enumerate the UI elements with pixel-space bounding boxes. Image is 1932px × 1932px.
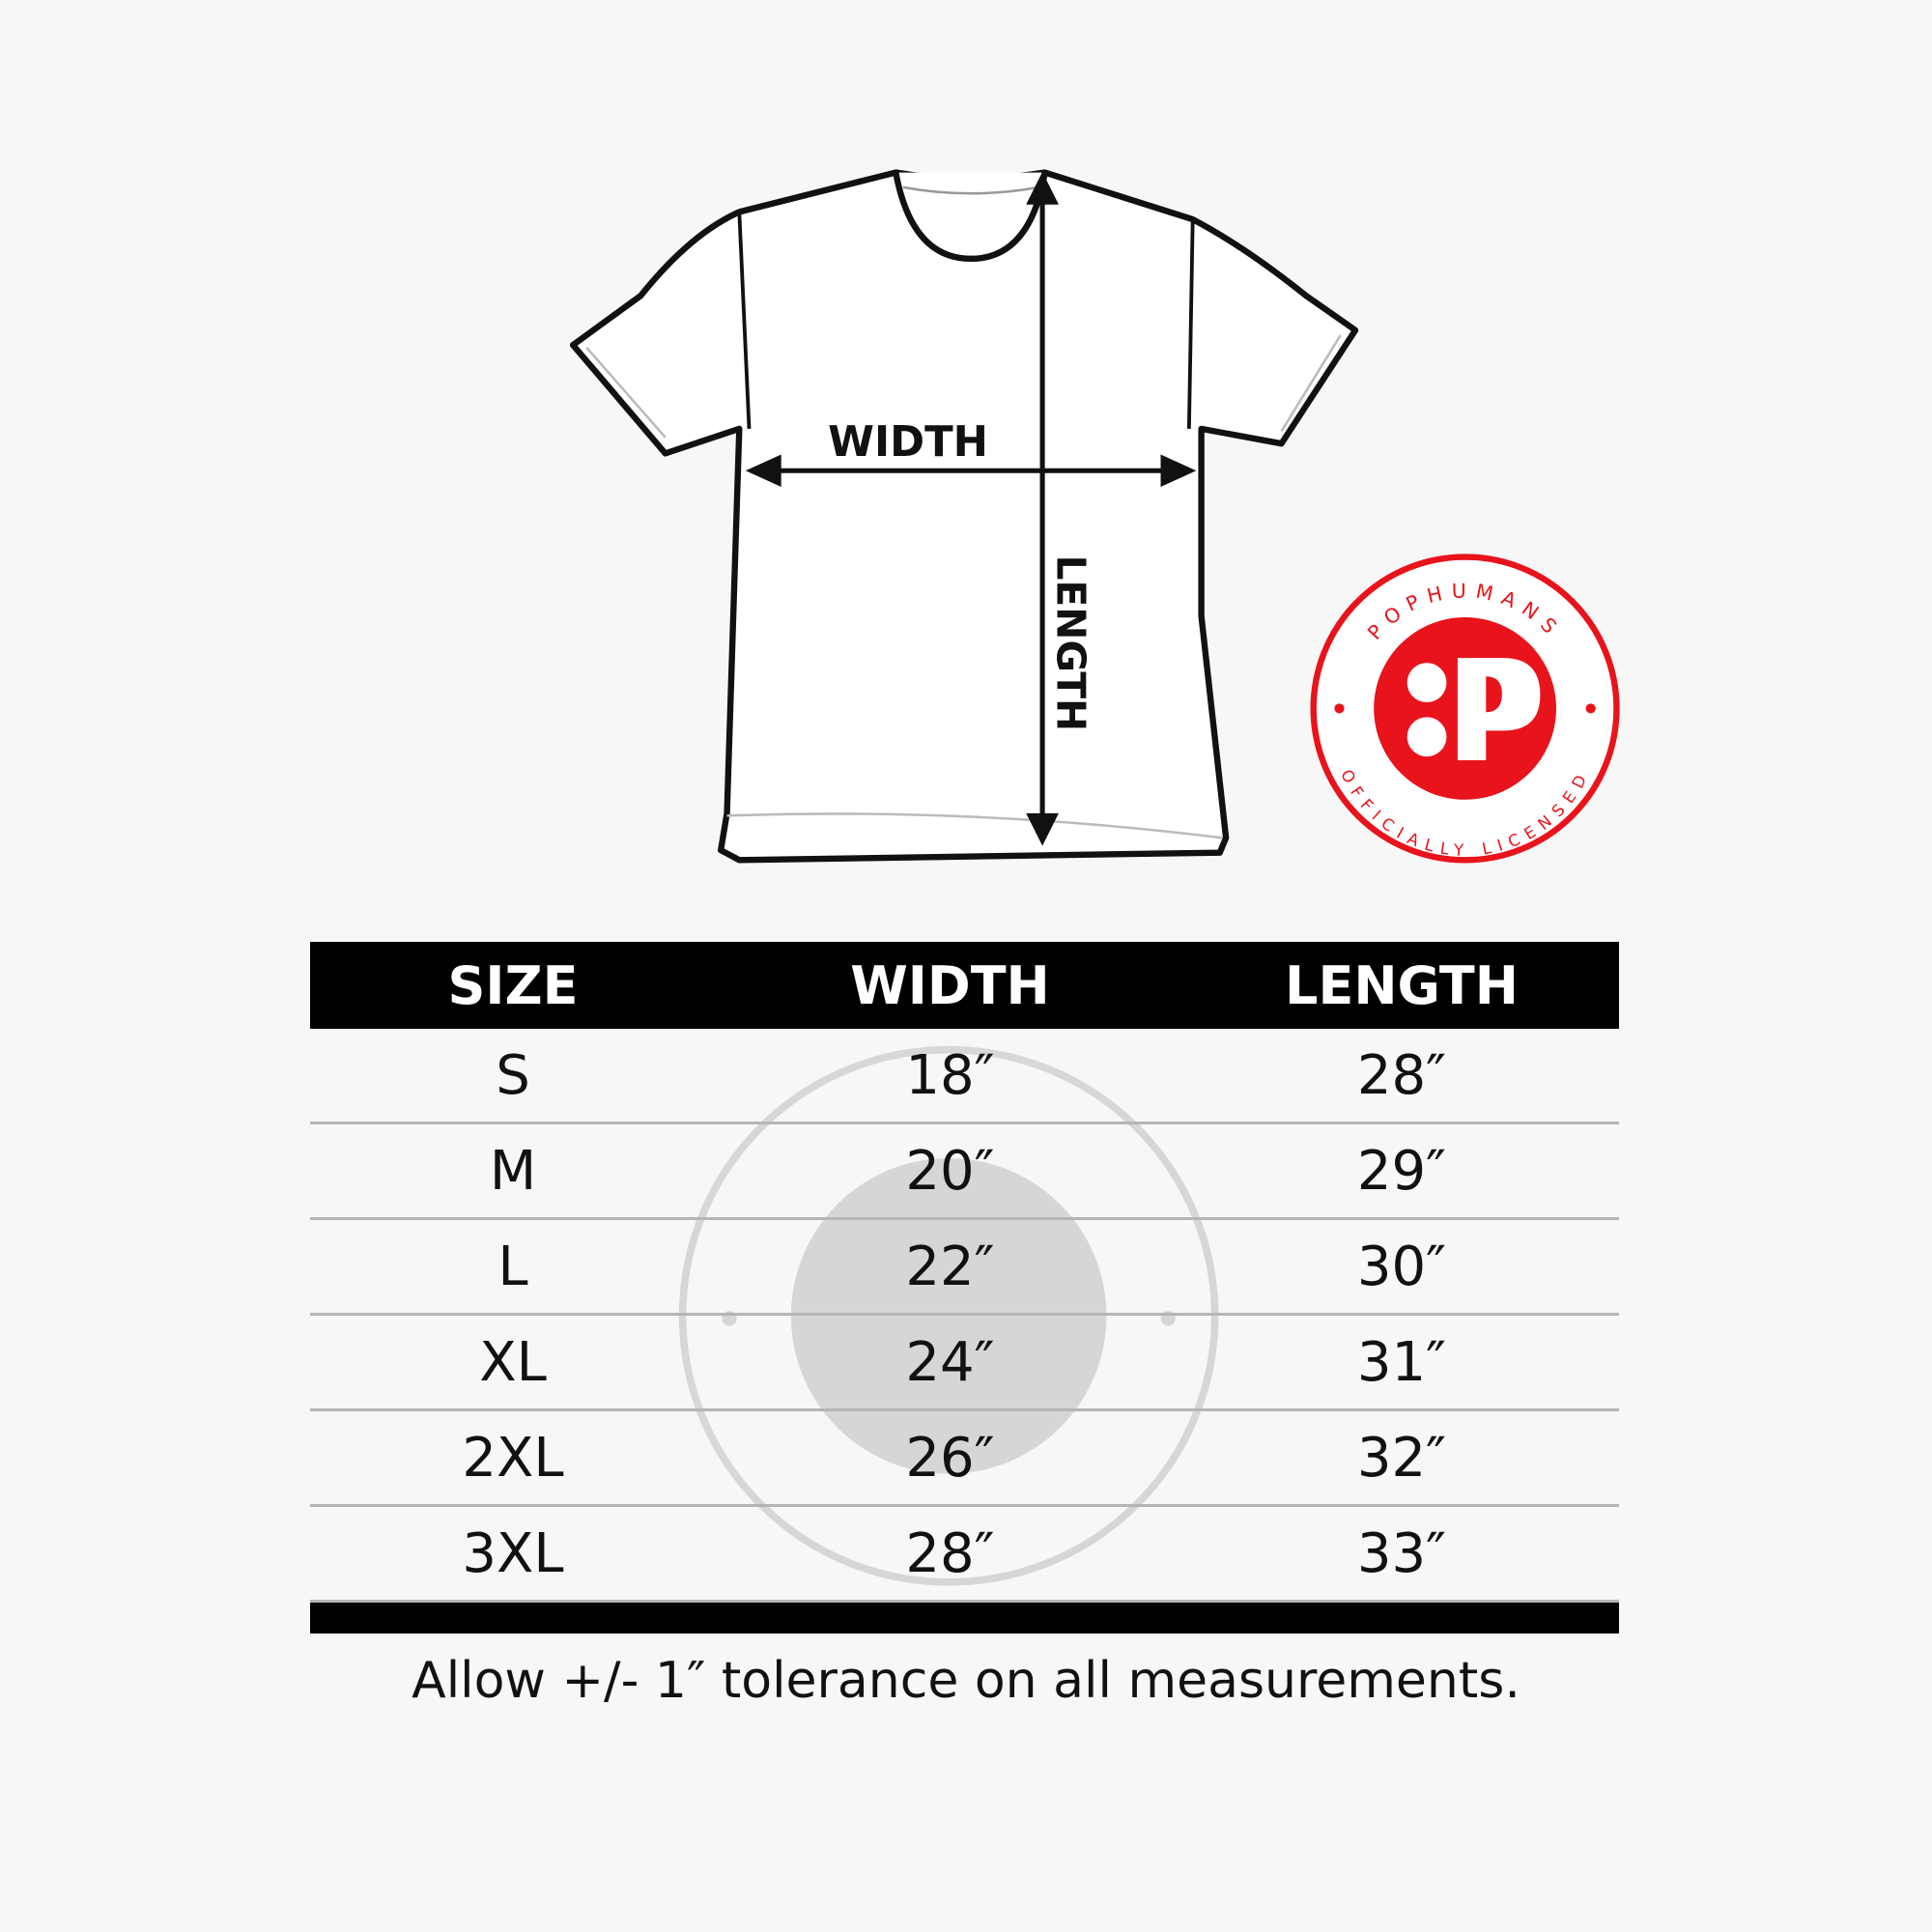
length-cell: 31″ [1356,1330,1447,1394]
size-cell: 3XL [462,1521,564,1585]
table-row: S 18″ 28″ [310,1029,1619,1124]
length-label: LENGTH [1047,554,1094,731]
table-row: L 22″ 30″ [310,1220,1619,1316]
table-row: 3XL 28″ 33″ [310,1507,1619,1603]
size-cell: S [496,1043,530,1107]
tolerance-note: Allow +/- 1″ tolerance on all measuremen… [412,1652,1520,1710]
width-cell: 26″ [905,1426,995,1490]
length-cell: 32″ [1356,1426,1447,1490]
table-row: 2XL 26″ 32″ [310,1411,1619,1507]
width-cell: 24″ [905,1330,995,1394]
size-cell: L [497,1235,528,1298]
width-cell: 22″ [905,1235,995,1298]
width-arrow [745,454,1197,487]
table-bottom-bar [310,1603,1619,1634]
width-cell: 28″ [905,1521,995,1585]
table-row: XL 24″ 31″ [310,1316,1619,1411]
header-size: SIZE [447,954,579,1016]
header-width: WIDTH [850,954,1050,1016]
size-cell: M [489,1139,537,1203]
width-label: WIDTH [828,418,988,467]
tshirt-outline [569,169,1359,864]
length-cell: 30″ [1356,1235,1447,1298]
length-cell: 29″ [1356,1139,1447,1203]
width-cell: 18″ [905,1043,995,1107]
table-header: SIZE WIDTH LENGTH [310,942,1619,1029]
table-row: M 20″ 29″ [310,1124,1619,1220]
size-chart-table: SIZE WIDTH LENGTH S 18″ 28″ M 20″ 29″ L … [310,942,1619,1634]
header-length: LENGTH [1285,954,1519,1016]
pophumans-badge: POPHUMANS OFFICIALLY LICENSED [1310,554,1620,864]
length-cell: 28″ [1356,1043,1447,1107]
width-cell: 20″ [905,1139,995,1203]
length-arrow [1026,171,1059,846]
size-cell: 2XL [462,1426,564,1490]
size-cell: XL [479,1330,547,1394]
length-cell: 33″ [1356,1521,1447,1585]
